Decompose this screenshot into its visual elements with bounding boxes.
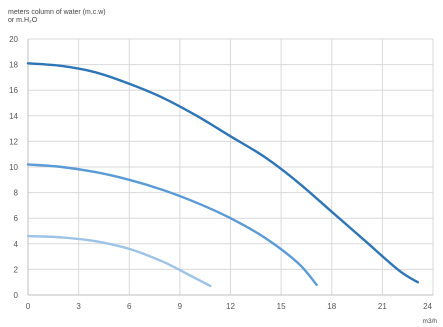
y-tick-label: 4 (14, 240, 19, 249)
pump-curve-line-1 (26, 62, 419, 284)
y-tick-label: 12 (9, 137, 18, 146)
y-tick-label: 0 (14, 291, 19, 300)
x-tick-label: 15 (277, 302, 286, 311)
x-tick-label: 18 (327, 302, 336, 311)
pump-curve-line-2 (26, 163, 318, 286)
x-tick-label: 12 (226, 302, 235, 311)
y-tick-label: 10 (9, 163, 18, 172)
axes (27, 39, 433, 296)
y-tick-label: 18 (9, 61, 18, 70)
x-tick-label: 21 (378, 302, 387, 311)
y-axis-title-line: meters column of water (m.c.w) (8, 9, 106, 16)
y-tick-label: 16 (9, 86, 18, 95)
x-tick-label: 0 (26, 302, 31, 311)
y-tick-label: 20 (9, 35, 18, 44)
x-tick-label: 9 (178, 302, 183, 311)
x-tick-label: 6 (127, 302, 132, 311)
pump-curve-line-3 (26, 234, 212, 288)
y-tick-label: 8 (14, 189, 19, 198)
series-lines (26, 62, 419, 288)
x-tick-labels: 0 3 6 9 12 15 18 21 24 (26, 302, 433, 311)
y-axis-title-line: or m.H₂O (8, 17, 38, 24)
x-tick-label: 24 (423, 302, 432, 311)
y-axis-title: meters column of water (m.c.w)or m.H₂O (8, 9, 106, 24)
grid (27, 38, 434, 296)
y-tick-label: 6 (14, 214, 19, 223)
x-axis-unit-label: m3/h (423, 318, 438, 325)
x-tick-label: 3 (76, 302, 81, 311)
y-tick-label: 14 (9, 112, 18, 121)
y-tick-labels: 0 2 4 6 8 10 12 14 16 18 20 (9, 35, 18, 300)
y-tick-label: 2 (14, 265, 19, 274)
